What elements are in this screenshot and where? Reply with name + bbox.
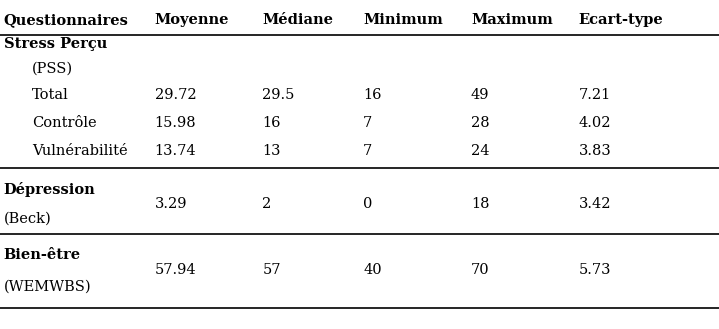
Text: 0: 0 <box>363 197 372 211</box>
Text: Maximum: Maximum <box>471 13 553 27</box>
Text: 18: 18 <box>471 197 490 211</box>
Text: Dépression: Dépression <box>4 182 96 197</box>
Text: 29.5: 29.5 <box>262 89 295 102</box>
Text: 3.83: 3.83 <box>579 144 612 158</box>
Text: 7.21: 7.21 <box>579 89 611 102</box>
Text: Contrôle: Contrôle <box>32 116 97 130</box>
Text: 13.74: 13.74 <box>155 144 196 158</box>
Text: 3.42: 3.42 <box>579 197 611 211</box>
Text: 16: 16 <box>363 89 382 102</box>
Text: 28: 28 <box>471 116 490 130</box>
Text: 40: 40 <box>363 264 382 277</box>
Text: Moyenne: Moyenne <box>155 13 229 27</box>
Text: 57.94: 57.94 <box>155 264 196 277</box>
Text: 13: 13 <box>262 144 281 158</box>
Text: 4.02: 4.02 <box>579 116 611 130</box>
Text: (WEMWBS): (WEMWBS) <box>4 279 91 293</box>
Text: Bien-être: Bien-être <box>4 248 81 262</box>
Text: Total: Total <box>32 89 69 102</box>
Text: 5.73: 5.73 <box>579 264 611 277</box>
Text: Minimum: Minimum <box>363 13 443 27</box>
Text: 24: 24 <box>471 144 490 158</box>
Text: 7: 7 <box>363 116 372 130</box>
Text: 15.98: 15.98 <box>155 116 196 130</box>
Text: Vulnérabilité: Vulnérabilité <box>32 144 128 158</box>
Text: 16: 16 <box>262 116 281 130</box>
Text: Médiane: Médiane <box>262 13 334 27</box>
Text: (PSS): (PSS) <box>32 62 73 76</box>
Text: Ecart-type: Ecart-type <box>579 13 664 27</box>
Text: (Beck): (Beck) <box>4 212 51 226</box>
Text: 57: 57 <box>262 264 281 277</box>
Text: 70: 70 <box>471 264 490 277</box>
Text: Stress Perçu: Stress Perçu <box>4 38 107 51</box>
Text: 2: 2 <box>262 197 272 211</box>
Text: Questionnaires: Questionnaires <box>4 13 129 27</box>
Text: 29.72: 29.72 <box>155 89 196 102</box>
Text: 3.29: 3.29 <box>155 197 187 211</box>
Text: 7: 7 <box>363 144 372 158</box>
Text: 49: 49 <box>471 89 490 102</box>
